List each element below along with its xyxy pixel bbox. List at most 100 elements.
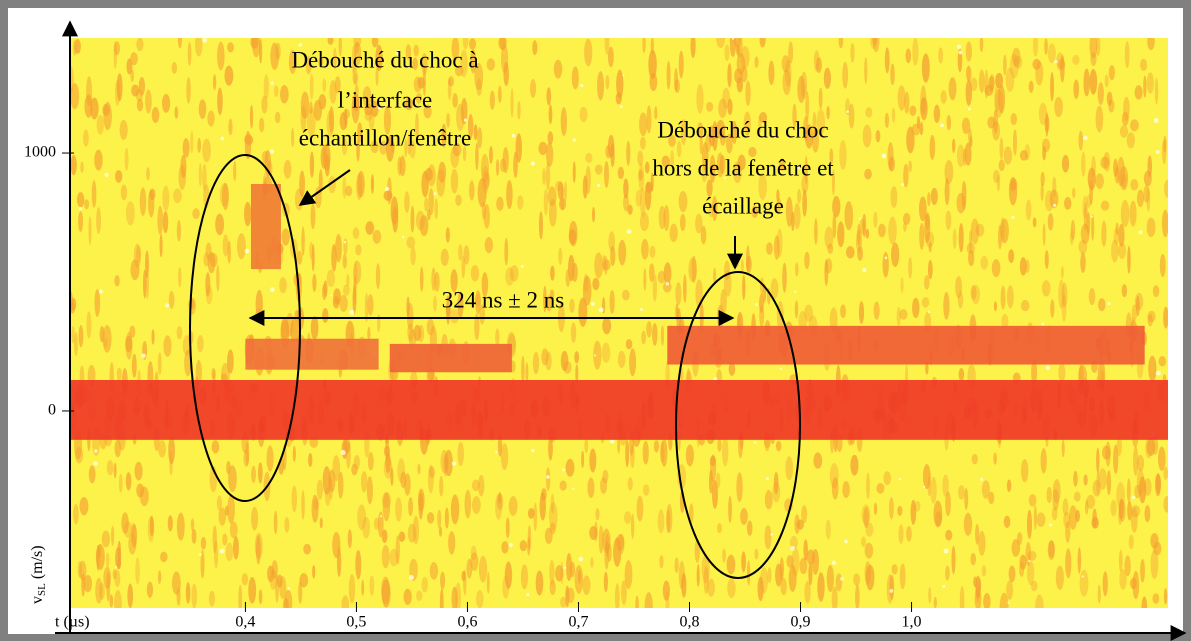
speckle [584,438,589,453]
speckle [96,207,102,234]
speckle [759,112,768,123]
speckle [963,512,973,536]
speckle-light [408,574,414,580]
speckle [716,38,726,49]
speckle [945,210,952,231]
speckle [746,245,750,272]
y-label-sub: SL [36,583,48,596]
speckle [351,463,358,476]
speckle [1072,187,1076,199]
speckle [461,255,466,279]
speckle [1035,594,1044,608]
speckle [395,535,400,565]
speckle-light [967,107,971,111]
speckle [998,84,1006,114]
speckle [1163,306,1168,329]
speckle [348,574,356,604]
speckle [546,87,552,106]
speckle [510,88,514,118]
speckle [842,481,850,498]
speckle-light [1138,230,1143,235]
speckle [1127,501,1133,521]
speckle [760,567,769,594]
speckle [921,296,930,308]
speckle [882,251,889,278]
speckle [362,86,372,108]
speckle [961,180,967,211]
speckle [987,116,996,129]
speckle [478,555,488,583]
speckle [617,166,625,179]
speckle [200,536,207,550]
speckle [741,551,746,573]
speckle [207,110,215,127]
speckle [602,317,612,335]
speckle [251,465,256,484]
speckle [737,154,746,171]
speckle-light [927,310,931,314]
speckle [993,169,1000,183]
speckle [976,584,980,604]
speckle [641,330,647,345]
speckle [212,525,217,554]
speckle-light [840,577,844,581]
speckle [274,111,281,124]
speckle [1033,505,1037,530]
speckle [1124,555,1131,577]
speckle [1143,170,1152,187]
speckle [920,96,928,121]
speckle [1100,200,1110,211]
speckle [489,146,493,164]
speckle [83,574,93,593]
velocity-band [389,343,512,373]
speckle [1032,58,1041,70]
speckle [353,73,359,85]
speckle [653,440,660,453]
speckle [955,275,963,299]
speckle [1006,479,1012,493]
speckle [197,137,202,153]
speckle [116,558,122,570]
speckle [659,554,664,569]
speckle [1104,74,1109,88]
speckle [864,168,872,180]
speckle [1118,549,1123,573]
speckle [660,441,665,464]
speckle [211,440,220,454]
speckle [742,274,746,301]
speckle [1095,173,1104,189]
speckle [1163,466,1168,480]
speckle [88,216,92,245]
axes: t (µs) vSL (m/s) 0,4 0,5 0,6 0,7 0,8 0,9 1,0 0 1… [24,20,1187,641]
speckle [415,210,425,231]
speckle [785,59,792,87]
speckle [958,368,965,381]
speckle [1126,132,1135,149]
speckle [957,48,963,73]
speckle [553,59,563,79]
speckle [227,494,235,524]
speckle [627,477,633,491]
speckle [139,187,147,216]
speckle [740,66,748,83]
speckle [850,42,855,63]
speckle [326,269,336,288]
speckle [426,318,435,336]
speckle [988,491,995,505]
speckle [970,285,977,301]
speckle-light [1131,495,1135,500]
speckle [385,436,390,462]
speckle [1010,178,1018,191]
speckle [683,274,687,303]
speckle [832,213,837,239]
ellipse-right [675,271,801,579]
speckle [1136,189,1144,208]
speckle [475,589,484,608]
speckle [484,237,494,254]
speckle [797,75,806,104]
speckle [322,307,329,323]
speckle [222,182,229,211]
speckle [654,106,658,120]
speckle [1008,565,1016,583]
speckle [644,161,650,174]
